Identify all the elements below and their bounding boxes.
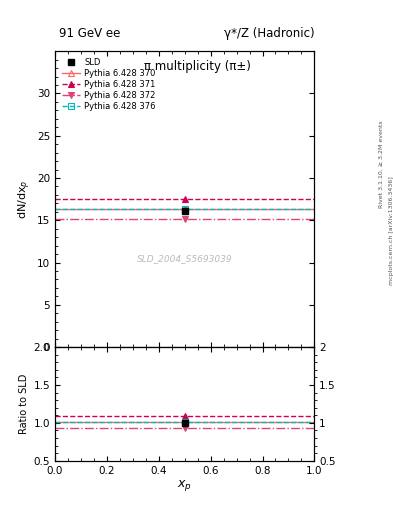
Text: 91 GeV ee: 91 GeV ee [59,28,120,40]
Y-axis label: dN/dx$_p$: dN/dx$_p$ [17,179,33,219]
X-axis label: $x_p$: $x_p$ [177,478,192,494]
Text: π multiplicity (π±): π multiplicity (π±) [144,60,251,73]
Legend: SLD, Pythia 6.428 370, Pythia 6.428 371, Pythia 6.428 372, Pythia 6.428 376: SLD, Pythia 6.428 370, Pythia 6.428 371,… [59,55,158,114]
Text: mcplots.cern.ch [arXiv:1306.3436]: mcplots.cern.ch [arXiv:1306.3436] [389,176,393,285]
Text: γ*/Z (Hadronic): γ*/Z (Hadronic) [224,28,314,40]
Y-axis label: Ratio to SLD: Ratio to SLD [19,374,29,434]
Text: SLD_2004_S5693039: SLD_2004_S5693039 [137,254,233,263]
Text: Rivet 3.1.10, ≥ 3.2M events: Rivet 3.1.10, ≥ 3.2M events [379,120,384,208]
